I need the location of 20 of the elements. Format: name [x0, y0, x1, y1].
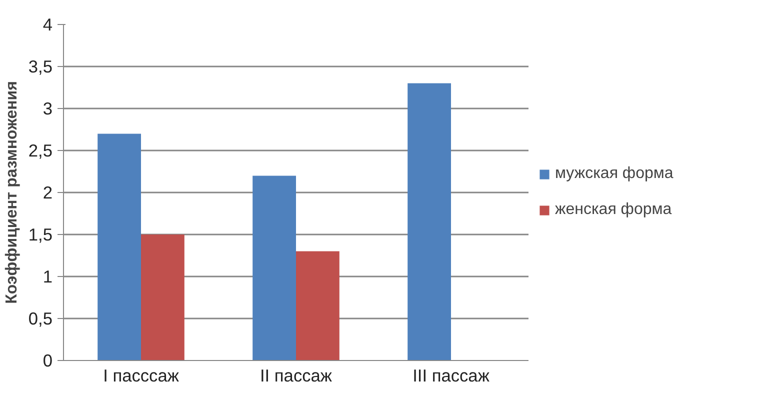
y-tick-label: 1 — [42, 266, 53, 286]
x-tick-label: I пасссаж — [103, 366, 180, 386]
x-tick-label: II пассаж — [260, 366, 332, 386]
bar — [141, 234, 184, 360]
y-tick-label: 2,5 — [28, 140, 53, 160]
bar — [296, 251, 340, 360]
bar — [408, 83, 451, 360]
y-tick-label: 3,5 — [28, 56, 53, 76]
legend-label: женская форма — [555, 201, 672, 219]
bar — [98, 134, 141, 360]
y-tick-label: 2 — [42, 182, 53, 202]
y-tick-label: 0 — [42, 350, 53, 370]
bar — [252, 176, 296, 360]
y-tick-label: 0,5 — [28, 308, 53, 328]
y-tick-label: 4 — [42, 14, 53, 34]
y-tick-label: 3 — [42, 98, 53, 118]
x-tick-label: III пассаж — [412, 366, 490, 386]
legend-label: мужская форма — [555, 165, 674, 183]
y-tick-label: 1,5 — [28, 224, 53, 244]
y-axis-title: Коэффициент размножения — [3, 81, 20, 304]
